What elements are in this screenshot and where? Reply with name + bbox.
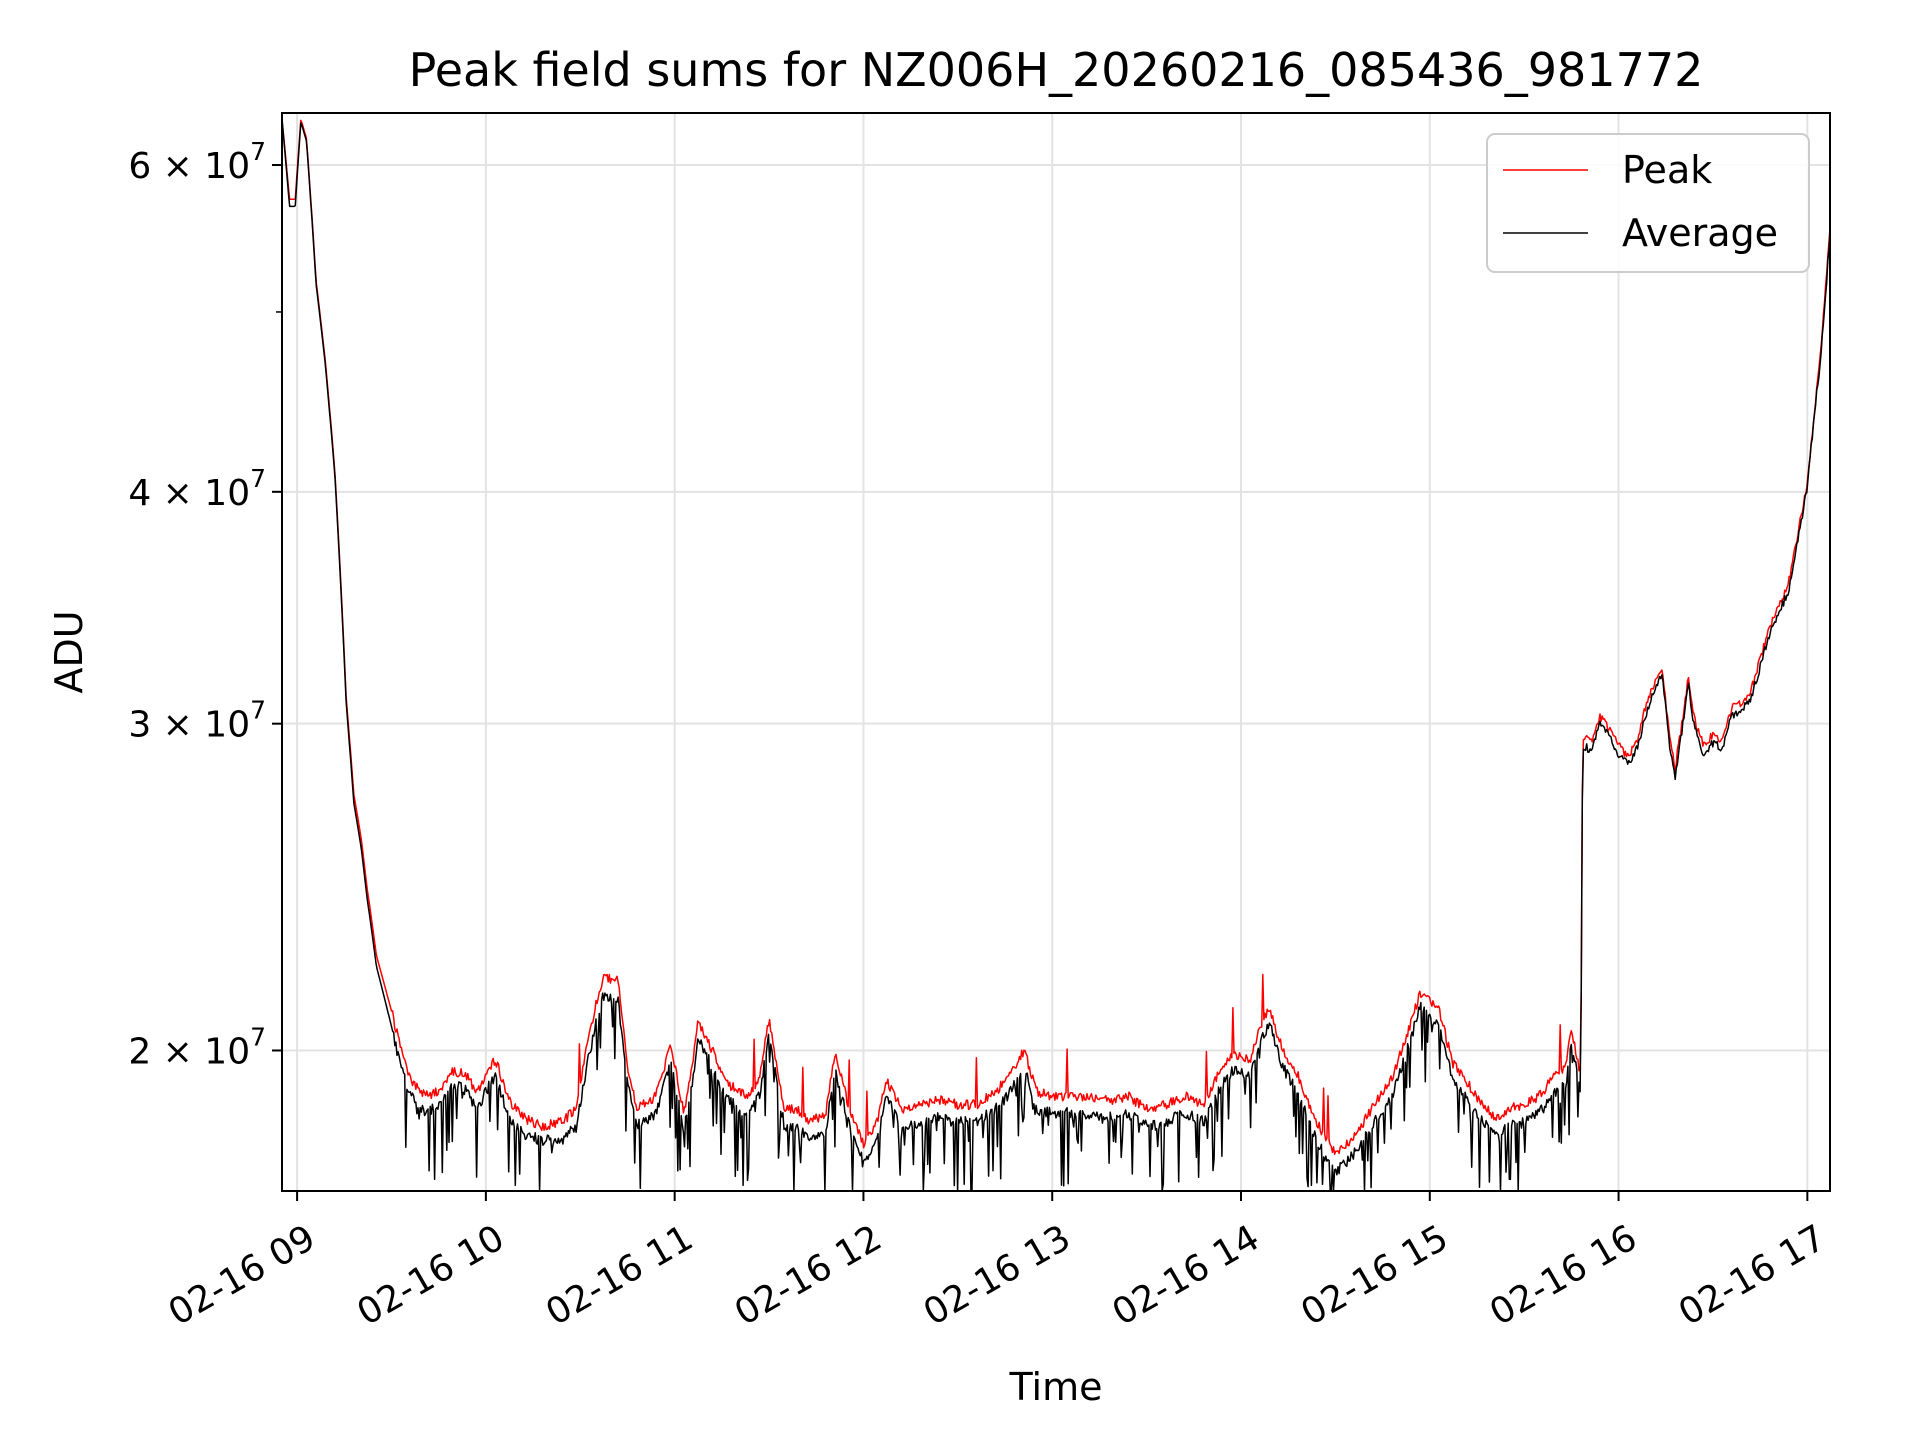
y-tick-label-2: 4 × 107 bbox=[128, 464, 266, 514]
legend-box bbox=[1486, 133, 1810, 273]
y-axis: 2 × 107 3 × 107 4 × 107 6 × 107 bbox=[128, 137, 282, 1072]
series-line-average bbox=[281, 119, 1831, 1192]
y-axis-label: ADU bbox=[47, 610, 91, 693]
plot-frame bbox=[281, 112, 1831, 1192]
x-axis-label: Time bbox=[1009, 1365, 1103, 1409]
y-tick-label-1: 3 × 107 bbox=[128, 696, 266, 746]
series-line-peak bbox=[281, 119, 1831, 1155]
legend-label-peak: Peak bbox=[1622, 148, 1712, 192]
chart-title: Peak field sums for NZ006H_20260216_0854… bbox=[409, 43, 1704, 97]
y-tick-label-3: 6 × 107 bbox=[128, 137, 266, 187]
plot-lines bbox=[281, 119, 1831, 1192]
legend-label-average: Average bbox=[1622, 211, 1778, 255]
legend: Peak Average bbox=[1486, 133, 1810, 273]
y-tick-label-0: 2 × 107 bbox=[128, 1022, 266, 1072]
